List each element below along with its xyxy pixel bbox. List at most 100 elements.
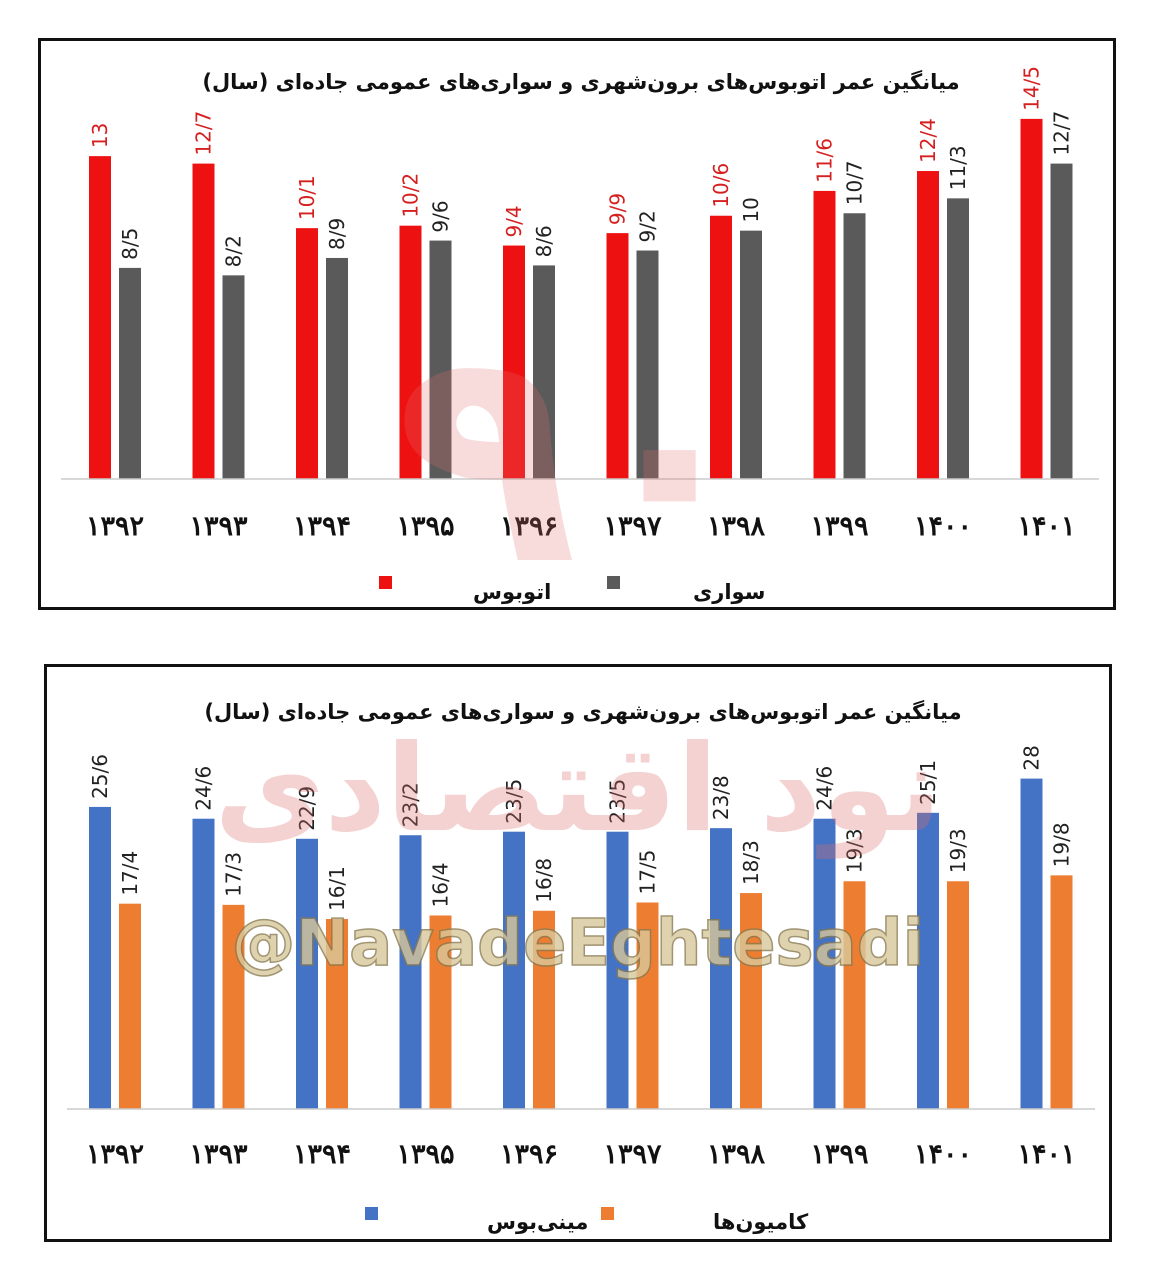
- car-value-label-6: 10: [739, 197, 763, 222]
- legend-swatch-truck: [601, 1207, 614, 1220]
- year-label-7: ۱۳۹۹: [810, 1139, 868, 1170]
- chart2-title: میانگین عمر اتوبوس‌های برون‌شهری و سواری…: [204, 699, 961, 724]
- year-label-5: ۱۳۹۷: [603, 1139, 662, 1170]
- bus-value-label-1: 12/7: [192, 111, 216, 156]
- minibus-value-label-3: 23/2: [399, 782, 423, 827]
- chart1-title: میانگین عمر اتوبوس‌های برون‌شهری و سواری…: [202, 69, 959, 94]
- year-label-5: ۱۳۹۷: [603, 511, 662, 542]
- car-value-label-7: 10/7: [843, 160, 867, 205]
- truck-value-label-3: 16/4: [429, 863, 453, 908]
- minibus-bar-8: [917, 812, 939, 1109]
- bus-value-label-6: 10/6: [709, 163, 733, 208]
- legend-label-truck: کامیون‌ها: [713, 1210, 809, 1234]
- minibus-bar-6: [710, 828, 732, 1109]
- chart-minibus-truck-age: میانگین عمر اتوبوس‌های برون‌شهری و سواری…: [44, 664, 1112, 1242]
- minibus-bar-9: [1020, 778, 1043, 1109]
- bus-bar-2: [296, 228, 318, 479]
- car-value-label-8: 11/3: [946, 145, 970, 190]
- car-bar-7: [843, 213, 866, 479]
- minibus-bar-3: [399, 835, 422, 1109]
- bus-value-label-7: 11/6: [813, 138, 837, 183]
- truck-bar-5: [636, 902, 659, 1109]
- bus-value-label-2: 10/1: [295, 175, 319, 220]
- truck-value-label-4: 16/8: [532, 858, 556, 903]
- minibus-value-label-0: 25/6: [88, 754, 112, 799]
- minibus-value-label-4: 23/5: [502, 779, 526, 824]
- bus-bar-8: [917, 171, 939, 480]
- truck-value-label-2: 16/1: [325, 866, 349, 911]
- year-label-2: ۱۳۹۴: [293, 1139, 351, 1170]
- year-label-1: ۱۳۹۳: [189, 511, 248, 542]
- car-value-label-1: 8/2: [222, 235, 246, 267]
- year-label-4: ۱۳۹۶: [500, 1139, 558, 1170]
- legend-swatch-car: [607, 576, 620, 589]
- truck-bar-3: [429, 915, 452, 1109]
- car-value-label-9: 12/7: [1050, 111, 1074, 156]
- car-bar-2: [326, 257, 348, 479]
- bus-value-label-9: 14/5: [1020, 66, 1044, 111]
- car-bar-9: [1050, 163, 1073, 479]
- bus-bar-0: [89, 156, 111, 479]
- year-label-0: ۱۳۹۲: [86, 1139, 144, 1170]
- legend-swatch-minibus: [365, 1207, 378, 1220]
- bus-bar-3: [399, 225, 422, 479]
- truck-bar-7: [843, 881, 866, 1109]
- truck-value-label-5: 17/5: [636, 850, 660, 895]
- truck-bar-1: [222, 904, 245, 1109]
- year-label-1: ۱۳۹۳: [189, 1139, 248, 1170]
- minibus-value-label-1: 24/6: [192, 766, 216, 811]
- truck-bar-8: [947, 881, 969, 1109]
- truck-value-label-0: 17/4: [118, 851, 142, 896]
- car-value-label-5: 9/2: [636, 210, 660, 242]
- minibus-bar-1: [192, 818, 215, 1109]
- car-value-label-0: 8/5: [118, 228, 142, 260]
- year-label-6: ۱۳۹۸: [707, 511, 766, 542]
- bus-value-label-3: 10/2: [399, 173, 423, 218]
- chart2-legend: مینی‌بوس کامیون‌ها: [365, 1207, 809, 1234]
- year-label-7: ۱۳۹۹: [810, 511, 868, 542]
- year-label-8: ۱۴۰۰: [914, 511, 972, 542]
- year-label-2: ۱۳۹۴: [293, 511, 351, 542]
- minibus-value-label-6: 23/8: [709, 775, 733, 820]
- bus-bar-1: [192, 163, 215, 479]
- truck-value-label-1: 17/3: [222, 852, 246, 897]
- minibus-bar-0: [89, 806, 111, 1109]
- bus-value-label-8: 12/4: [916, 118, 940, 163]
- year-label-9: ۱۴۰۱: [1017, 511, 1075, 542]
- car-value-label-2: 8/9: [325, 218, 349, 250]
- minibus-value-label-2: 22/9: [295, 786, 319, 831]
- minibus-bar-4: [503, 831, 525, 1109]
- year-label-3: ۱۳۹۵: [396, 1139, 454, 1170]
- year-label-8: ۱۴۰۰: [914, 1139, 972, 1170]
- legend-label-bus: اتوبوس: [473, 580, 551, 604]
- minibus-value-label-5: 23/5: [606, 779, 630, 824]
- car-bar-4: [533, 265, 555, 479]
- truck-bar-2: [326, 919, 348, 1109]
- year-label-9: ۱۴۰۱: [1017, 1139, 1075, 1170]
- bus-bar-9: [1020, 118, 1043, 479]
- minibus-bar-2: [296, 838, 318, 1109]
- truck-value-label-9: 19/8: [1050, 822, 1074, 867]
- car-value-label-3: 9/6: [429, 200, 453, 232]
- truck-bar-9: [1050, 875, 1073, 1109]
- year-label-0: ۱۳۹۲: [86, 511, 144, 542]
- legend-label-car: سواری: [693, 580, 765, 604]
- truck-bar-6: [740, 893, 762, 1109]
- bus-value-label-0: 13: [88, 123, 112, 148]
- car-bar-8: [947, 198, 969, 479]
- car-bar-6: [740, 230, 762, 479]
- car-bar-0: [119, 267, 141, 479]
- minibus-bar-7: [813, 818, 836, 1109]
- bus-value-label-5: 9/9: [606, 193, 630, 225]
- year-label-4: ۱۳۹۶: [500, 511, 558, 542]
- car-bar-1: [222, 275, 245, 479]
- legend-swatch-bus: [379, 576, 392, 589]
- truck-value-label-7: 19/3: [843, 828, 867, 873]
- truck-bar-0: [119, 903, 141, 1109]
- chart1-legend: اتوبوس سواری: [379, 576, 765, 604]
- car-value-label-4: 8/6: [532, 225, 556, 257]
- year-label-6: ۱۳۹۸: [707, 1139, 766, 1170]
- chart1-svg: میانگین عمر اتوبوس‌های برون‌شهری و سواری…: [61, 66, 1099, 604]
- chart-bus-car-age: میانگین عمر اتوبوس‌های برون‌شهری و سواری…: [38, 38, 1116, 610]
- minibus-value-label-7: 24/6: [813, 766, 837, 811]
